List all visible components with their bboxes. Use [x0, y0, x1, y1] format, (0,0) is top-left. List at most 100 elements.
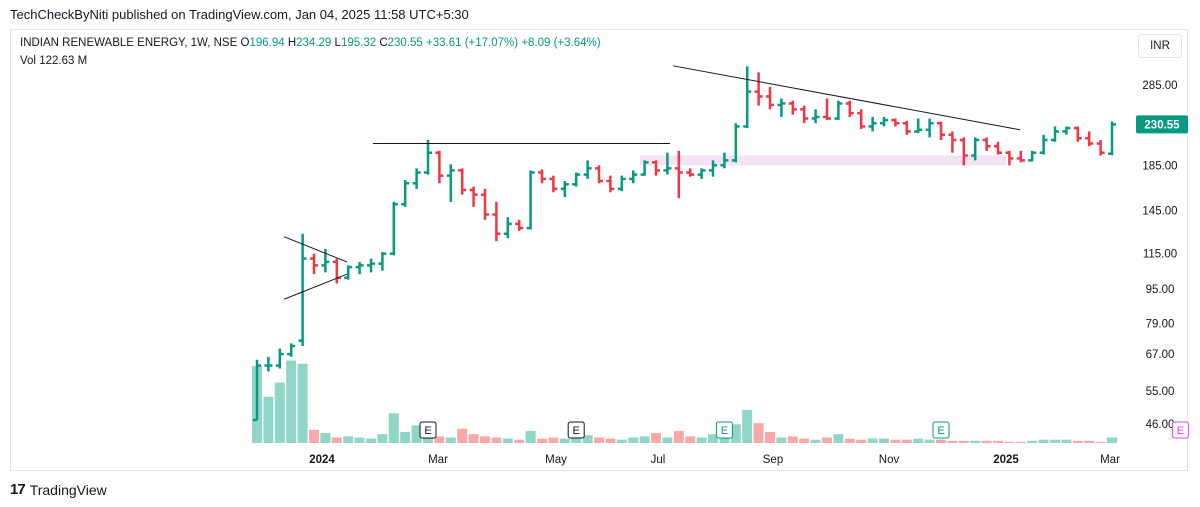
chart-legend: INDIAN RENEWABLE ENERGY, 1W, NSE O196.94…	[20, 37, 601, 49]
volume-bar	[867, 438, 878, 443]
volume-bar	[445, 437, 456, 443]
svg-text:E: E	[424, 425, 431, 437]
volume-bar	[1107, 437, 1117, 443]
volume-bar	[673, 430, 684, 443]
volume-bar	[685, 436, 696, 443]
volume-bar	[1084, 440, 1095, 443]
y-tick-label: 55.00	[1146, 386, 1175, 398]
volume-bar	[514, 439, 525, 443]
volume-bar	[525, 430, 536, 443]
high-value: 234.29	[296, 37, 332, 49]
volume-bar	[947, 440, 958, 443]
volume-bar	[457, 428, 468, 443]
earnings-marker-icon[interactable]: E	[419, 421, 437, 439]
volume-bar	[730, 424, 741, 443]
volume-bar	[879, 438, 889, 443]
volume-bar	[1004, 441, 1015, 443]
volume-legend: Vol 122.63 M	[20, 55, 87, 67]
volume-bar	[742, 410, 753, 443]
volume-bar	[787, 436, 798, 443]
volume-bar	[981, 440, 992, 443]
volume-bar	[958, 440, 969, 443]
svg-text:E: E	[721, 425, 728, 437]
y-tick-label: 145.00	[1142, 206, 1177, 218]
svg-text:E: E	[937, 425, 944, 437]
y-tick-label: 95.00	[1146, 284, 1175, 296]
volume-bar	[1072, 440, 1083, 443]
earnings-marker-icon[interactable]: E	[715, 421, 733, 439]
vol-label[interactable]: Vol	[20, 55, 36, 67]
volume-bar	[822, 437, 832, 443]
published-by-text: TechCheckByNiti published on TradingView…	[10, 7, 469, 22]
volume-bar	[502, 438, 513, 443]
volume-bar	[377, 434, 388, 443]
volume-bar	[274, 382, 285, 443]
volume-bar	[913, 438, 924, 443]
y-tick-label: 115.00	[1143, 249, 1177, 261]
triangle-lower-line	[283, 273, 348, 300]
volume-bar	[286, 360, 297, 443]
last-price-tag	[1136, 115, 1188, 134]
y-tick-label: 285.00	[1142, 80, 1177, 92]
volume-bar	[833, 434, 844, 443]
volume-bar	[765, 432, 775, 443]
volume-bar	[582, 435, 593, 443]
x-tick-label: May	[545, 454, 567, 466]
last-price-label: 230.55	[1144, 119, 1180, 131]
x-tick-label: Sep	[763, 454, 783, 466]
volume-bar	[719, 436, 730, 443]
svg-text:E: E	[1177, 425, 1184, 437]
descending-trendline	[672, 65, 1021, 131]
currency-button[interactable]: INR	[1138, 34, 1182, 58]
volume-bar	[924, 439, 935, 443]
volume-bar	[856, 439, 867, 443]
volume-bar	[1050, 439, 1060, 443]
volume-bar	[423, 435, 433, 443]
volume-bar	[628, 437, 639, 443]
chart-frame[interactable]	[10, 29, 1188, 471]
vol-value: 122.63 M	[39, 55, 88, 67]
y-tick-label: 67.00	[1146, 349, 1175, 361]
change2-value: +8.09 (+3.64%)	[521, 37, 601, 49]
volume-bar	[799, 438, 810, 443]
y-tick-label: 185.00	[1142, 160, 1177, 172]
volume-bar	[537, 438, 547, 443]
volume-bar	[776, 437, 787, 443]
volume-bar	[559, 438, 570, 443]
tradingview-mark-icon: 17	[10, 481, 26, 498]
symbol-label[interactable]: INDIAN RENEWABLE ENERGY, 1W, NSE	[20, 37, 238, 49]
open-label: O	[240, 37, 250, 49]
change-value: +33.61 (+17.07%)	[426, 37, 519, 49]
volume-bar	[1038, 439, 1049, 443]
earnings-marker-icon[interactable]: E	[932, 421, 950, 439]
volume-bar	[890, 439, 901, 443]
volume-bar	[571, 437, 582, 443]
x-tick-label: Jul	[651, 454, 666, 466]
volume-bar	[844, 438, 855, 443]
volume-bar	[708, 434, 718, 443]
close-value: 230.55	[387, 37, 423, 49]
volume-bar	[753, 423, 764, 443]
volume-bar	[901, 439, 912, 443]
x-tick-label: 2025	[993, 454, 1019, 466]
earnings-marker-icon[interactable]: E	[1171, 421, 1189, 439]
x-tick-label: Nov	[879, 454, 900, 466]
volume-bar	[810, 439, 821, 443]
volume-bar	[320, 433, 331, 443]
volume-bar	[309, 429, 319, 443]
volume-bar	[468, 434, 479, 443]
support-zone	[640, 155, 1006, 166]
volume-bar	[331, 437, 342, 443]
x-tick-label: 2024	[309, 454, 335, 466]
volume-bar	[651, 433, 661, 443]
low-value: 195.32	[340, 37, 377, 49]
volume-bar	[639, 436, 650, 443]
volume-bar	[993, 440, 1003, 443]
earnings-marker-icon[interactable]: E	[567, 421, 585, 439]
volume-bar	[354, 437, 365, 443]
triangle-upper-line	[283, 236, 348, 263]
tradingview-logo[interactable]: 17 TradingView	[10, 481, 107, 498]
volume-bar	[297, 363, 308, 443]
volume-bar	[434, 436, 445, 443]
